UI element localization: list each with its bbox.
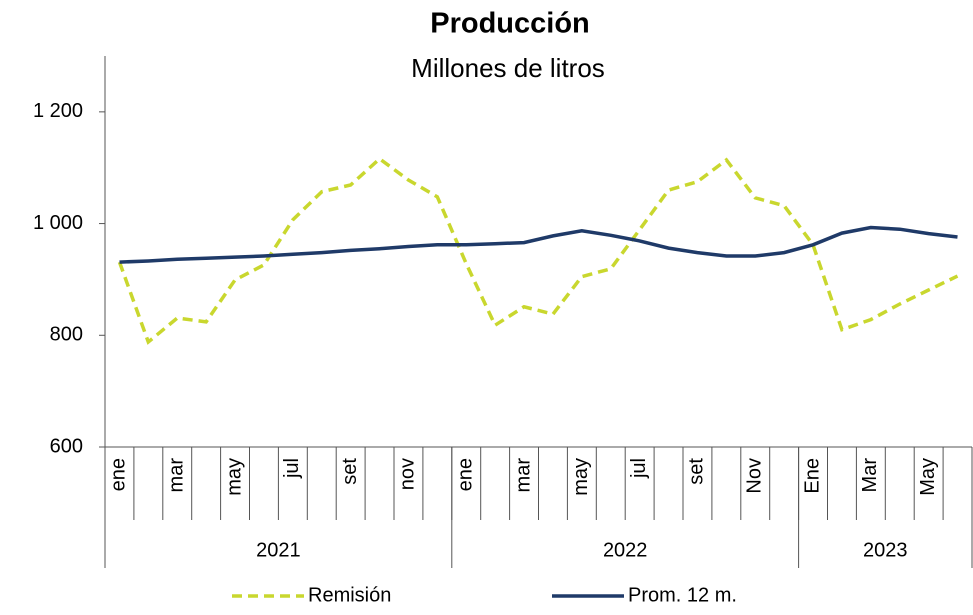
x-tick-label: may xyxy=(570,458,592,496)
x-tick-label: set xyxy=(686,458,708,485)
x-tick-label: jul xyxy=(628,458,650,479)
group-label: 2022 xyxy=(603,539,648,561)
x-tick-label: mar xyxy=(512,458,534,493)
x-tick-label: May xyxy=(917,458,939,496)
x-tick-label: ene xyxy=(455,458,477,491)
x-tick-label: nov xyxy=(397,458,419,490)
series-line xyxy=(117,156,959,345)
chart-subtitle: Millones de litros xyxy=(411,53,605,83)
y-tick-label: 600 xyxy=(50,435,83,457)
x-tick-label: Mar xyxy=(859,458,881,493)
x-tick-label: jul xyxy=(281,458,303,479)
x-tick-label: set xyxy=(339,458,361,485)
y-tick-label: 800 xyxy=(50,324,83,346)
y-tick-label: 1 200 xyxy=(33,100,83,122)
x-tick-label: may xyxy=(223,458,245,496)
legend-label: Prom. 12 m. xyxy=(628,584,737,606)
legend-label: Remisión xyxy=(308,584,391,606)
x-tick-label: mar xyxy=(166,458,188,493)
x-tick-label: Ene xyxy=(801,458,823,494)
x-tick-label: ene xyxy=(108,458,130,491)
chart-title: Producción xyxy=(430,8,590,40)
series-line xyxy=(119,225,958,264)
y-tick-label: 1 000 xyxy=(33,212,83,234)
group-label: 2023 xyxy=(863,539,908,561)
x-tick-label: Nov xyxy=(744,458,766,494)
group-label: 2021 xyxy=(256,539,301,561)
